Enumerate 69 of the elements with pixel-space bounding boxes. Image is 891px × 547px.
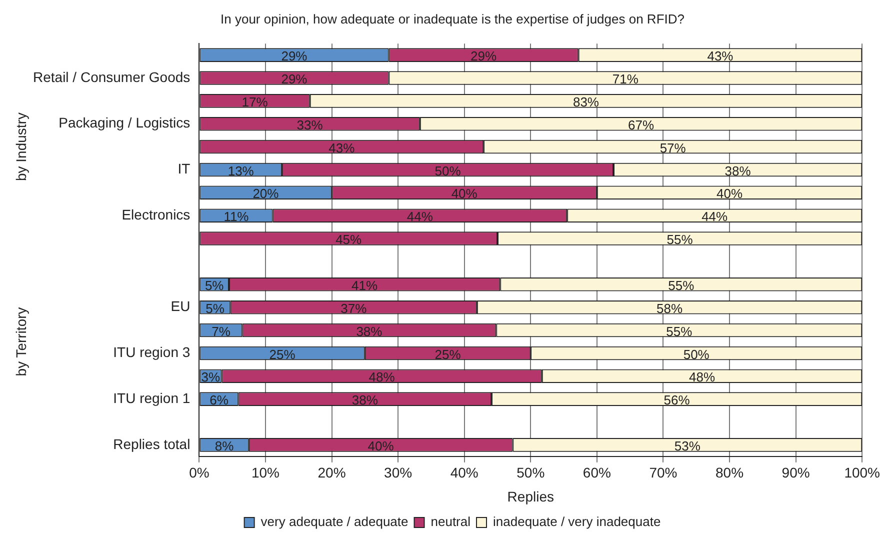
- data-label: 43%: [707, 48, 734, 64]
- chart-title: In your opinion, how adequate or inadequate is the expertise of judges on RFID?: [220, 11, 684, 26]
- legend-label: very adequate / adequate: [260, 514, 408, 530]
- data-label: 40%: [368, 438, 394, 454]
- y-tick-label: Electronics: [122, 206, 190, 222]
- legend-label: neutral: [430, 514, 471, 530]
- y-tick-label: ITU region 1: [113, 390, 190, 406]
- x-tick-label: 80%: [715, 464, 744, 481]
- x-tick-label: 0%: [189, 464, 210, 481]
- x-tick-label: 70%: [649, 464, 678, 481]
- y-tick-label: IT: [178, 160, 191, 177]
- data-label: 45%: [336, 232, 362, 248]
- x-tick-label: 100%: [844, 464, 880, 481]
- data-label: 67%: [628, 117, 654, 132]
- data-label: 56%: [664, 392, 690, 408]
- y-tick-label: Replies total: [113, 436, 190, 452]
- data-label: 44%: [406, 209, 434, 224]
- x-tick-label: 40%: [450, 464, 478, 481]
- data-label: 38%: [356, 324, 383, 339]
- legend-label: inadequate / very inadequate: [493, 514, 661, 530]
- data-label: 55%: [666, 324, 693, 339]
- x-tick-label: 20%: [318, 464, 346, 481]
- data-label: 83%: [572, 94, 600, 110]
- data-label: 5%: [204, 278, 224, 293]
- text: by Industry: [12, 112, 29, 182]
- data-label: 71%: [612, 72, 639, 87]
- data-label: 57%: [660, 140, 686, 156]
- data-label: 20%: [252, 186, 280, 202]
- data-label: 25%: [269, 346, 296, 362]
- data-label: 55%: [666, 232, 694, 248]
- data-label: 48%: [688, 370, 716, 385]
- data-label: 29%: [470, 48, 498, 64]
- data-label: 11%: [224, 209, 250, 224]
- data-label: 7%: [212, 324, 231, 339]
- x-tick-label: 90%: [782, 464, 810, 481]
- data-label: 40%: [716, 186, 743, 202]
- data-label: 33%: [296, 117, 324, 132]
- data-label: 25%: [434, 346, 462, 362]
- data-label: 8%: [214, 438, 234, 454]
- data-label: 3%: [201, 370, 221, 385]
- data-label: 13%: [228, 163, 254, 178]
- x-tick-label: 50%: [516, 464, 545, 481]
- text: by Territory: [12, 307, 29, 376]
- data-label: 44%: [702, 209, 728, 224]
- y-tick-label: ITU region 3: [113, 344, 190, 360]
- data-label: 43%: [328, 140, 356, 156]
- y-tick-label: Retail / Consumer Goods: [32, 68, 190, 85]
- y-tick-label: EU: [170, 298, 190, 314]
- data-label: 50%: [683, 346, 710, 362]
- data-label: 38%: [724, 163, 752, 178]
- data-label: 53%: [674, 438, 701, 454]
- data-label: 17%: [242, 94, 268, 110]
- x-tick-label: 30%: [384, 464, 412, 481]
- data-label: 37%: [340, 300, 368, 316]
- x-axis-title: Replies: [507, 488, 554, 504]
- data-label: 38%: [352, 392, 378, 408]
- data-label: 50%: [434, 163, 462, 178]
- data-label: 29%: [281, 72, 308, 87]
- x-tick-label: 10%: [251, 464, 280, 481]
- data-label: 29%: [281, 48, 308, 64]
- data-label: 58%: [656, 300, 683, 316]
- data-label: 40%: [451, 186, 478, 202]
- data-label: 41%: [352, 278, 378, 293]
- data-label: 48%: [368, 370, 396, 385]
- data-label: 6%: [210, 392, 229, 408]
- data-label: 5%: [206, 300, 225, 316]
- data-label: 55%: [668, 278, 695, 293]
- x-tick-label: 60%: [582, 464, 611, 481]
- y-tick-label: Packaging / Logistics: [58, 114, 190, 131]
